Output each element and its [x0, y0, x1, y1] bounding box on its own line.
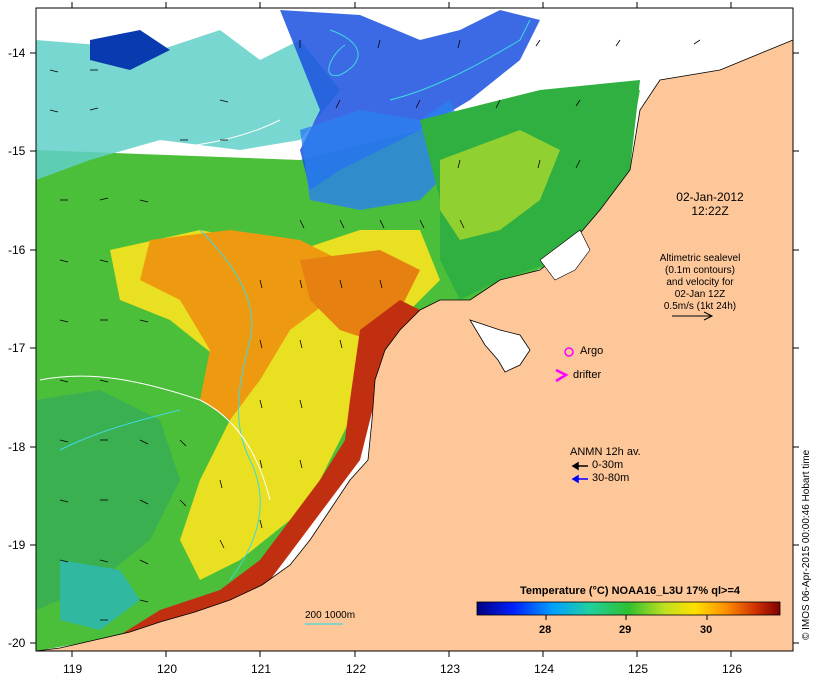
white-contours [39, 119, 281, 501]
credit-label: © IMOS 06-Apr-2015 00:00:46 Hobart time [801, 449, 812, 640]
lon-label: 125 [628, 662, 649, 676]
colorbar [476, 601, 781, 616]
velocity-reference-arrow [672, 311, 714, 321]
lat-label: -20 [8, 636, 26, 650]
drifter-marker [555, 368, 569, 383]
sealevel-description: Altimetric sealevel (0.1m contours) and … [655, 253, 745, 313]
sealevel-line: (0.1m contours) [664, 265, 736, 276]
velocity-vectors [49, 39, 701, 621]
sealevel-line: Altimetric sealevel [659, 253, 741, 264]
time-line: 12:22Z [691, 204, 729, 218]
anmn-deep-label: 30-80m [592, 472, 630, 484]
lat-label: -17 [8, 341, 26, 355]
lat-label: -15 [8, 144, 26, 158]
date-label: 02-Jan-2012 12:22Z [655, 190, 765, 218]
lat-label: -19 [8, 538, 26, 552]
argo-label: Argo [580, 345, 604, 357]
anmn-shallow-label: 0-30m [592, 459, 624, 471]
axis-ticks [30, 2, 799, 657]
depth-legend-label: 200 1000m [305, 610, 356, 621]
sealevel-line: 0.5m/s (1kt 24h) [663, 301, 737, 312]
colorbar-tick-label: 29 [619, 624, 632, 636]
lon-label: 122 [346, 662, 367, 676]
lon-label: 123 [440, 662, 461, 676]
kimberley-coast [539, 229, 591, 281]
lat-label: -14 [8, 46, 26, 60]
colorbar-tick-label: 30 [700, 624, 713, 636]
sealevel-line: 02-Jan 12Z [674, 289, 726, 300]
lon-label: 121 [251, 662, 272, 676]
lon-label: 119 [63, 662, 83, 676]
sealevel-contours [59, 19, 531, 581]
date-line: 02-Jan-2012 [676, 190, 744, 204]
lat-label: -16 [8, 243, 26, 257]
sst-field [36, 10, 640, 651]
drifter-label: drifter [573, 369, 602, 381]
lat-label: -18 [8, 440, 26, 454]
king-sound [469, 319, 531, 373]
argo-marker [564, 347, 574, 357]
colorbar-tick-label: 28 [539, 624, 552, 636]
australia-land [35, 39, 794, 652]
lon-label: 120 [157, 662, 178, 676]
colorbar-ticks [545, 615, 708, 620]
lon-label: 126 [722, 662, 743, 676]
plot-frame [35, 7, 794, 652]
colorbar-title: Temperature (°C) NOAA16_L3U 17% ql>=4 [520, 585, 740, 597]
anmn-arrow-deep [571, 474, 588, 484]
sealevel-line: and velocity for [666, 277, 734, 288]
anmn-arrow-shallow [571, 461, 588, 471]
lon-label: 124 [534, 662, 555, 676]
anmn-title: ANMN 12h av. [570, 446, 641, 458]
